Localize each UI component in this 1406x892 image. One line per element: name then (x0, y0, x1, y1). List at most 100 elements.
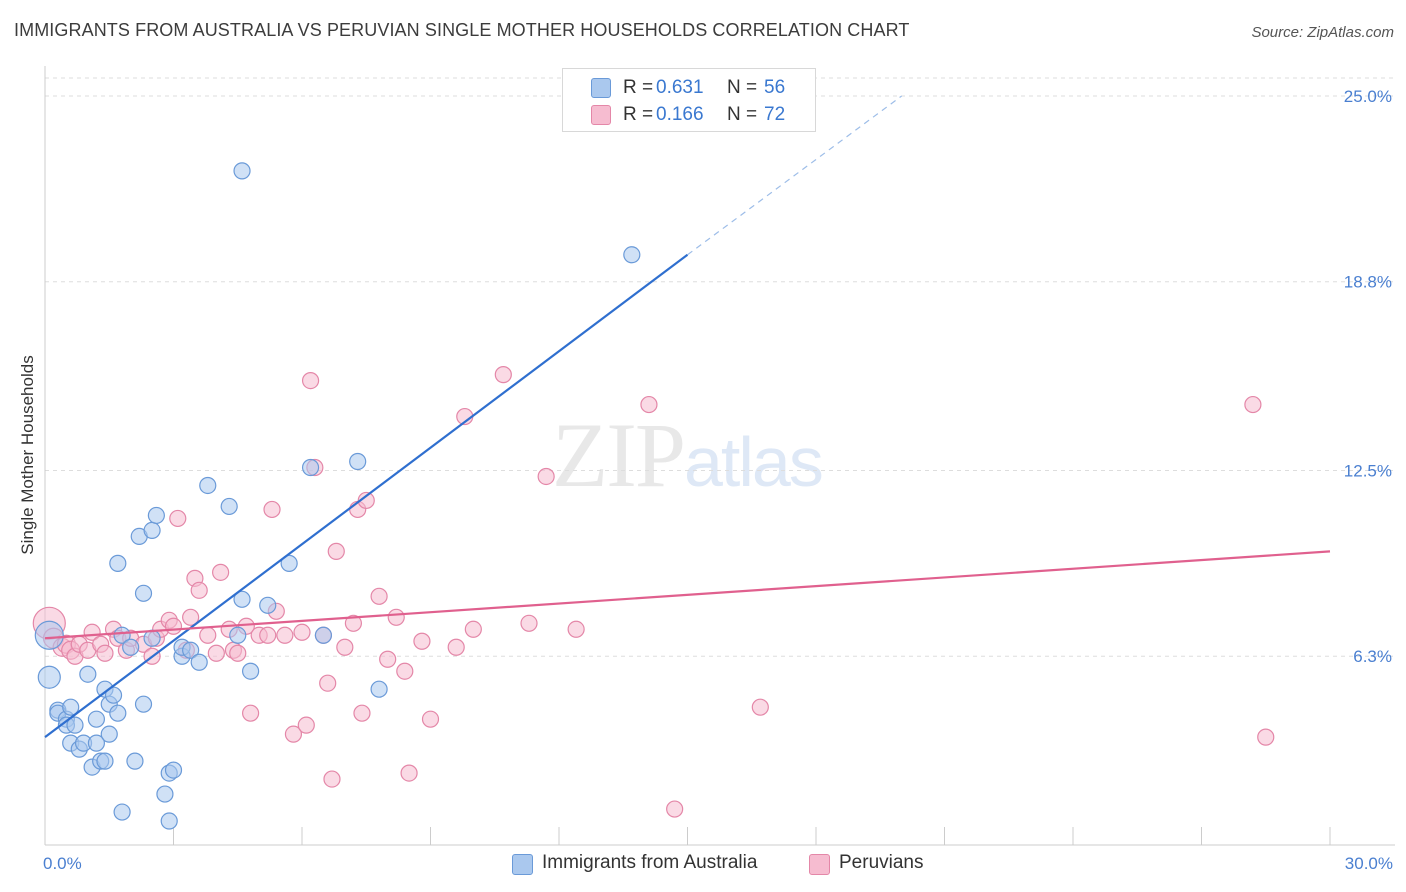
y-tick-label: 6.3% (1353, 647, 1392, 666)
point-australia (301, 458, 320, 477)
bottom-legend-swatch-pink (809, 854, 830, 875)
legend-n-value: 56 (764, 77, 786, 98)
point-peruvians (242, 704, 260, 722)
legend-r-label: R = (623, 104, 654, 125)
point-peruvians (323, 770, 341, 788)
point-peruvians (353, 704, 371, 722)
chart-title: IMMIGRANTS FROM AUSTRALIA VS PERUVIAN SI… (14, 20, 910, 40)
point-peruvians (421, 710, 440, 728)
point-australia (156, 785, 174, 803)
point-peruvians (1257, 728, 1275, 746)
point-peruvians (164, 617, 183, 635)
x-tick-label: 30.0% (1345, 854, 1393, 873)
point-australia (113, 626, 131, 644)
point-peruvians (464, 620, 482, 638)
point-peruvians (666, 800, 684, 818)
bottom-legend-swatch-blue (512, 854, 533, 875)
legend-swatch-pink (591, 105, 611, 125)
point-peruvians (284, 725, 303, 743)
point-peruvians (520, 614, 538, 632)
point-peruvians (567, 620, 585, 638)
point-australia (122, 638, 140, 656)
point-peruvians (259, 626, 277, 644)
point-peruvians (229, 644, 247, 662)
point-peruvians (327, 542, 345, 560)
y-tick-label: 12.5% (1344, 461, 1392, 480)
point-australia (66, 716, 84, 734)
legend-n-label: N = (727, 77, 758, 98)
watermark: ZIPatlas (552, 402, 824, 508)
point-peruvians (396, 662, 414, 680)
point-australia (314, 626, 333, 644)
stats-legend: R = 0.631 N = 56 R = 0.166 N = 72 (562, 68, 816, 132)
point-australia (87, 734, 106, 752)
legend-r-value: 0.631 (656, 77, 704, 98)
point-australia (229, 626, 247, 644)
point-peruvians (263, 500, 281, 519)
point-australia (242, 662, 260, 680)
point-peruvians (447, 638, 465, 656)
point-peruvians (413, 632, 431, 650)
trendline-australia-extension (687, 95, 903, 256)
point-australia (280, 554, 298, 572)
point-australia (100, 725, 118, 743)
x-tick-label: 0.0% (43, 854, 82, 873)
bottom-legend-label: Immigrants from Australia (542, 852, 758, 873)
point-australia (182, 641, 200, 659)
point-peruvians (400, 764, 418, 782)
point-peruvians (182, 608, 200, 626)
point-australia (349, 452, 367, 471)
point-peruvians (751, 698, 769, 716)
trendline-australia (44, 253, 689, 739)
point-peruvians (537, 467, 555, 486)
point-australia (220, 497, 238, 516)
point-australia (37, 665, 61, 689)
trendline-peruvians (44, 550, 1331, 640)
point-australia (233, 590, 251, 608)
point-australia (259, 596, 277, 614)
point-australia (233, 162, 251, 180)
point-peruvians (336, 638, 354, 656)
point-australia (164, 761, 183, 779)
point-peruvians (640, 395, 658, 414)
point-australia (113, 803, 131, 821)
y-tick-label: 18.8% (1344, 273, 1392, 292)
point-peruvians (276, 626, 294, 644)
point-australia (96, 752, 114, 770)
point-australia (104, 686, 123, 704)
point-peruvians (96, 644, 114, 662)
point-australia (160, 812, 178, 830)
point-australia (109, 554, 127, 572)
legend-swatch-blue (591, 78, 611, 98)
point-australia (370, 680, 388, 698)
point-peruvians (379, 650, 397, 668)
point-peruvians (190, 581, 208, 599)
y-tick-label: 25.0% (1344, 87, 1392, 106)
point-peruvians (293, 623, 311, 641)
point-peruvians (344, 614, 362, 632)
legend-n-label: N = (727, 104, 758, 125)
watermark-atlas: atlas (684, 423, 824, 501)
point-peruvians (319, 674, 337, 692)
point-peruvians (297, 716, 315, 734)
point-australia (134, 695, 153, 713)
legend-r-value: 0.166 (656, 104, 704, 125)
point-australia (143, 629, 161, 647)
point-australia (79, 665, 97, 683)
point-peruvians (357, 491, 375, 510)
point-australia (143, 521, 161, 540)
point-australia (147, 506, 165, 525)
chart-source: Source: ZipAtlas.com (1251, 24, 1394, 41)
point-australia (34, 620, 64, 650)
point-australia (87, 710, 106, 728)
point-australia (62, 698, 80, 716)
point-peruvians (212, 563, 230, 581)
legend-n-value: 72 (764, 104, 786, 125)
legend-r-label: R = (623, 77, 654, 98)
point-australia (126, 752, 144, 770)
point-peruvians (494, 366, 512, 384)
point-peruvians (387, 608, 405, 626)
bottom-legend-label: Peruvians (839, 852, 924, 873)
point-peruvians (199, 626, 217, 644)
